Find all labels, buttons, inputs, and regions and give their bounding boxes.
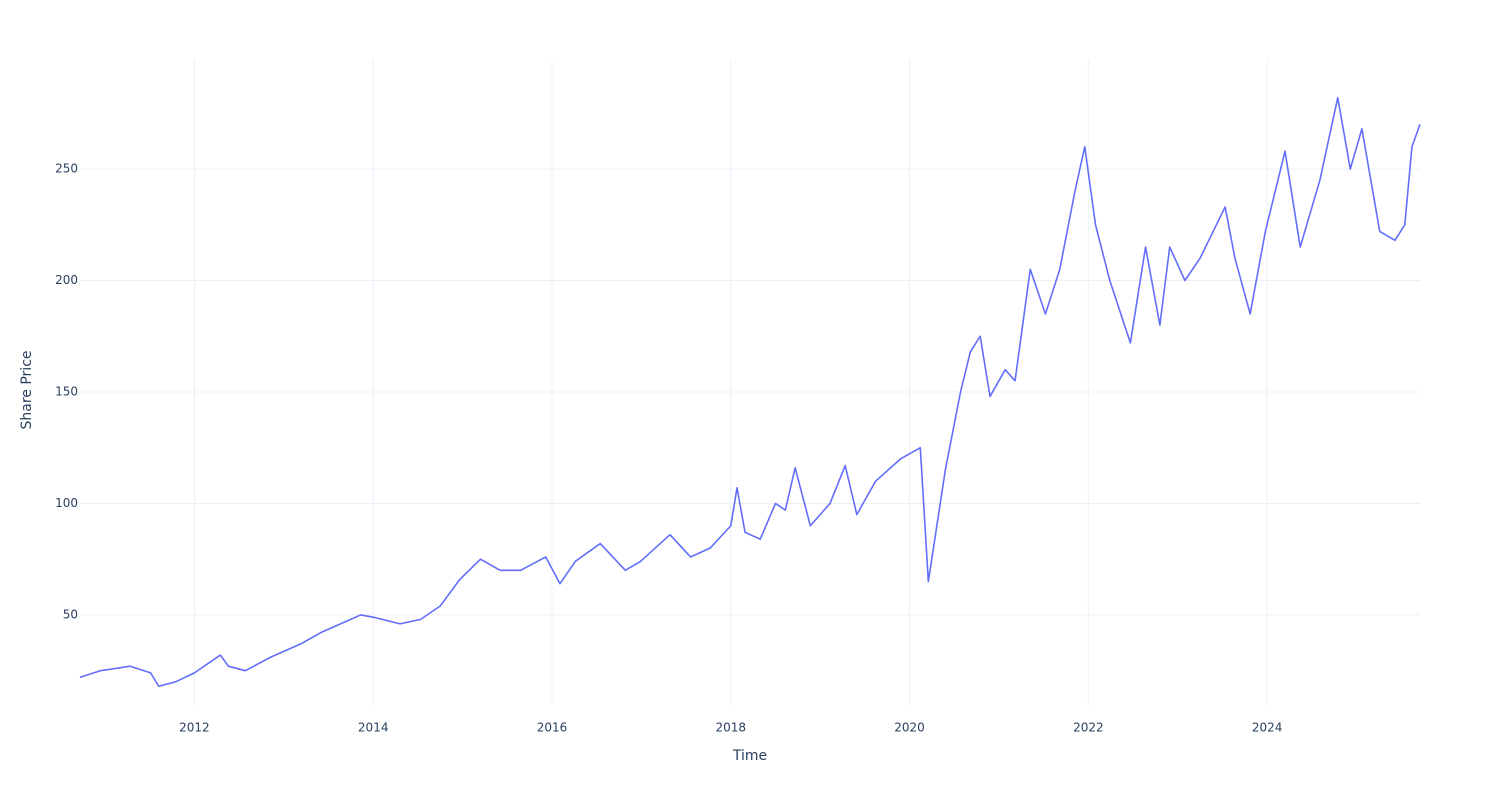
x-tick-label: 2012: [179, 721, 210, 735]
y-tick-label: 50: [63, 607, 78, 621]
y-tick-label: 150: [55, 384, 78, 398]
y-axis-title: Share Price: [19, 350, 35, 429]
x-tick-label: 2020: [894, 721, 925, 735]
x-tick-label: 2018: [716, 721, 747, 735]
x-tick-label: 2016: [537, 721, 568, 735]
x-tick-label: 2014: [358, 721, 389, 735]
x-tick-label: 2024: [1252, 721, 1283, 735]
y-tick-label: 250: [55, 162, 78, 176]
x-axis-title: Time: [732, 748, 767, 764]
price-line: [79, 96, 1421, 688]
y-tick-label: 100: [55, 496, 78, 510]
y-tick-label: 200: [55, 273, 78, 287]
x-tick-label: 2022: [1073, 721, 1104, 735]
